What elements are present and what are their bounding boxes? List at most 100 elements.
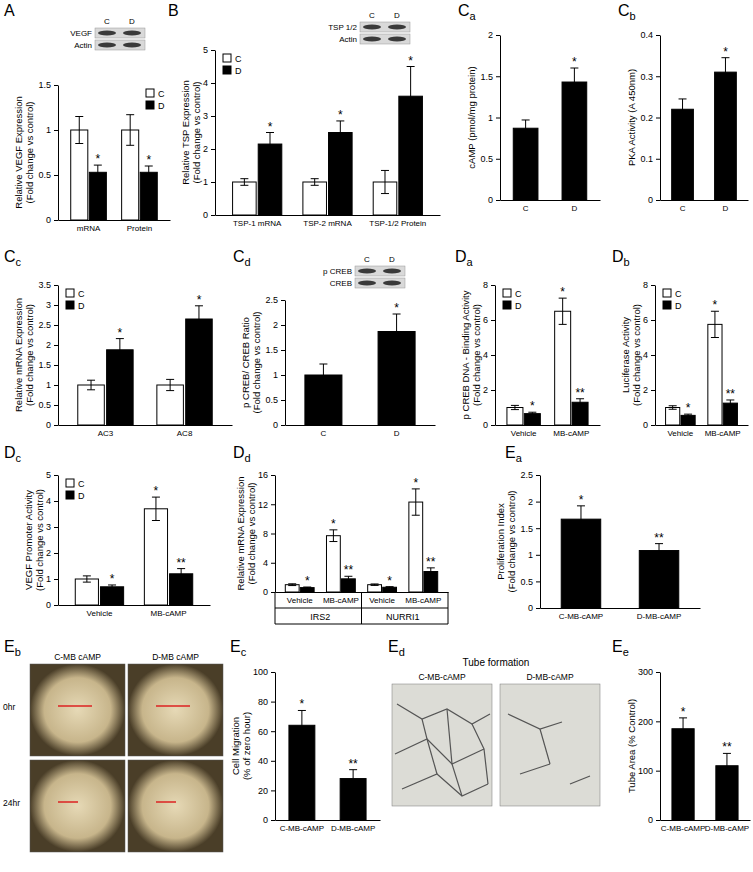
y-tick: 2 bbox=[528, 497, 540, 507]
y-tick-mark bbox=[54, 605, 58, 606]
y-tick-label: 8 bbox=[643, 280, 648, 290]
tube-network bbox=[570, 776, 590, 784]
x-tick-label: C bbox=[523, 204, 529, 213]
legend-swatch bbox=[66, 479, 74, 487]
y-tick: 0.2 bbox=[640, 113, 660, 123]
bar bbox=[329, 133, 353, 216]
panel-label: Eb bbox=[4, 638, 21, 658]
y-axis-title: Relative VEGF Expression bbox=[13, 96, 24, 208]
y-tick-mark bbox=[656, 200, 660, 201]
plot-area bbox=[672, 58, 737, 200]
y-tick-mark bbox=[281, 400, 285, 401]
error-bar bbox=[570, 68, 578, 96]
error-bar bbox=[381, 170, 389, 193]
y-tick-mark bbox=[54, 325, 58, 326]
significance-mark: * bbox=[713, 298, 718, 312]
blot-band bbox=[123, 30, 141, 35]
y-tick: 1 bbox=[46, 380, 58, 390]
y-tick-label: 1.5 bbox=[38, 360, 51, 370]
y-tick: 4 bbox=[203, 78, 215, 88]
blot-strip bbox=[95, 40, 145, 50]
error-bar bbox=[152, 497, 160, 520]
y-tick-label: 3 bbox=[46, 300, 51, 310]
y-tick: 3 bbox=[46, 522, 58, 532]
plot-area bbox=[285, 489, 437, 592]
y-axis-title: p CREB/ CREB Ratio bbox=[240, 317, 251, 408]
x-axis-line bbox=[286, 425, 436, 426]
x-tick-label: C bbox=[321, 429, 327, 438]
y-tick: 60 bbox=[258, 727, 275, 737]
error-bar bbox=[266, 133, 274, 156]
y-tick: 1 bbox=[46, 574, 58, 584]
y-axis-title: (Fold change vs control) bbox=[24, 102, 35, 204]
x-tick-label: C-MB-cAMP bbox=[559, 612, 603, 621]
plot-area bbox=[75, 497, 192, 605]
x-tick-label: C-MB-cAMP bbox=[280, 824, 324, 833]
y-tick-label: 80 bbox=[258, 697, 268, 707]
y-tick: 100 bbox=[638, 766, 660, 776]
x-tick-label: C bbox=[680, 204, 686, 213]
significance-mark: ** bbox=[575, 386, 585, 400]
y-tick: 5 bbox=[46, 470, 58, 480]
blot-band bbox=[388, 36, 406, 41]
plot-area bbox=[233, 67, 423, 216]
y-tick: 0.4 bbox=[640, 30, 660, 40]
plot-area bbox=[507, 298, 588, 425]
y-tick-mark bbox=[651, 390, 655, 391]
y-tick-label: 0 bbox=[263, 815, 268, 825]
y-tick-mark bbox=[656, 76, 660, 77]
y-tick: 1 bbox=[488, 113, 500, 123]
blot-strip bbox=[355, 278, 405, 288]
error-bar bbox=[319, 364, 327, 386]
y-tick-label: 40 bbox=[258, 756, 268, 766]
y-axis: 012345 bbox=[46, 470, 59, 610]
x-tick: MB-cAMP bbox=[705, 429, 741, 438]
y-tick: 0 bbox=[483, 420, 495, 430]
photo bbox=[392, 684, 492, 806]
significance-mark: * bbox=[154, 484, 159, 498]
significance-mark: * bbox=[110, 572, 115, 586]
error-bar bbox=[336, 121, 344, 144]
photo bbox=[30, 760, 125, 852]
significance-mark: ** bbox=[176, 556, 186, 570]
y-tick: 12 bbox=[258, 500, 275, 510]
photo-column-label: D-MB cAMP bbox=[152, 652, 199, 662]
y-axis-title: Cell Migration bbox=[230, 717, 241, 775]
y-tick-mark bbox=[281, 425, 285, 426]
y-tick-label: 4 bbox=[263, 558, 268, 568]
x-tick-label: MB-cAMP bbox=[705, 429, 741, 438]
x-axis-line bbox=[276, 820, 381, 821]
y-tick-label: 2 bbox=[488, 30, 493, 40]
error-bar bbox=[522, 120, 530, 137]
y-tick-label: 2 bbox=[643, 385, 648, 395]
y-axis: 00.511.52 bbox=[480, 30, 500, 205]
bar bbox=[666, 408, 680, 426]
x-axis-line bbox=[216, 215, 441, 216]
y-tick-mark bbox=[271, 592, 275, 593]
x-tick: TSP-1/2 Protein bbox=[369, 219, 426, 228]
y-tick-label: 4 bbox=[643, 350, 648, 360]
y-tick: 300 bbox=[638, 667, 660, 677]
panel-label: B bbox=[168, 2, 179, 19]
y-tick-mark bbox=[536, 528, 540, 529]
y-tick: 0.5 bbox=[38, 400, 58, 410]
y-axis-title: (Fold change vs control) bbox=[246, 483, 257, 585]
error-bar bbox=[559, 298, 567, 324]
y-axis-title: (Fold change vs control) bbox=[506, 491, 517, 593]
blot-band bbox=[98, 42, 116, 47]
y-tick-label: 0 bbox=[528, 603, 533, 613]
y-tick-mark bbox=[271, 761, 275, 762]
y-tick: 1 bbox=[528, 550, 540, 560]
error-bar bbox=[576, 399, 584, 406]
legend-label: C bbox=[675, 289, 682, 299]
bar bbox=[300, 588, 314, 592]
x-axis-line bbox=[59, 425, 233, 426]
y-tick-mark bbox=[271, 672, 275, 673]
figure-svg: A**00.511.5mRNAProteinRelative VEGF Expr… bbox=[0, 0, 753, 872]
x-axis: mRNAProtein bbox=[59, 221, 171, 233]
y-tick: 0 bbox=[488, 195, 500, 205]
tube-network bbox=[540, 729, 550, 764]
x-axis: CD bbox=[286, 426, 436, 438]
y-axis-title: (Fold change vs control) bbox=[631, 304, 642, 406]
y-tick-label: 2 bbox=[273, 320, 278, 330]
